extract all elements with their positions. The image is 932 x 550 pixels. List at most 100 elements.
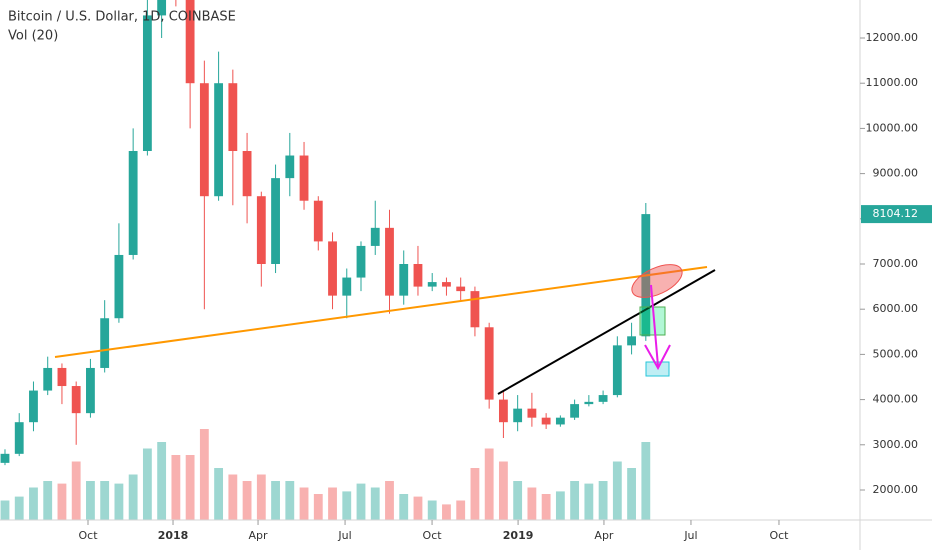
volume-bar	[57, 483, 67, 520]
volume-bar	[14, 496, 24, 520]
chart-title: Bitcoin / U.S. Dollar, 1D, COINBASE	[8, 10, 236, 25]
volume-bar	[313, 494, 323, 520]
candle-body	[527, 408, 537, 418]
volume-bar	[527, 487, 537, 520]
volume-bar	[142, 448, 152, 520]
candle-body	[584, 401, 594, 405]
x-tick-label: Oct	[423, 529, 443, 542]
y-tick-label: 5000.00	[873, 347, 919, 360]
y-tick-label: 3000.00	[873, 438, 919, 451]
candle-body	[100, 318, 110, 368]
volume-bar	[555, 491, 565, 520]
candle-body	[157, 0, 167, 16]
candle-body	[185, 0, 195, 84]
candle-body	[413, 264, 423, 287]
y-tick-label: 11000.00	[866, 76, 919, 89]
drawings	[54, 264, 716, 395]
volume-bar	[612, 461, 622, 520]
candle-body	[484, 327, 494, 400]
volume-pane	[0, 429, 651, 520]
candle-body	[43, 367, 53, 391]
volume-bar	[29, 487, 38, 520]
volume-bar	[570, 481, 580, 520]
axes: 2000.00 3000.00 4000.00 5000.00 6000.00 7000.…	[78, 31, 932, 542]
x-tick-label: Oct	[78, 529, 98, 542]
candle-body	[456, 286, 466, 292]
candle-body	[57, 367, 67, 387]
volume-bar	[242, 481, 252, 520]
candle-body	[612, 345, 622, 396]
candle-body	[513, 408, 523, 423]
candle-body	[299, 155, 309, 201]
volume-bar	[627, 468, 636, 520]
y-tick-label: 7000.00	[873, 257, 919, 270]
volume-bar	[0, 500, 10, 520]
arrow	[650, 284, 659, 367]
candle-body	[228, 83, 238, 152]
volume-bar	[470, 468, 480, 520]
candle-body	[71, 386, 81, 414]
trend-line	[54, 266, 708, 358]
last-price-box	[861, 205, 932, 224]
candle-body	[86, 367, 95, 414]
volume-bar	[584, 483, 594, 520]
volume-bar	[185, 455, 195, 520]
candle-body	[541, 417, 551, 425]
volume-bar	[114, 483, 124, 520]
volume-bar	[641, 442, 651, 520]
candle-body	[385, 227, 394, 296]
candle-body	[427, 282, 437, 287]
volume-bar	[427, 500, 437, 520]
y-tick-label: 6000.00	[873, 302, 919, 315]
candle-body	[356, 245, 366, 278]
candle-body	[328, 241, 337, 296]
volume-bar	[370, 487, 380, 520]
x-tick-label: 2019	[503, 529, 534, 542]
volume-bar	[299, 487, 309, 520]
y-tick-label: 4000.00	[873, 393, 919, 406]
x-tick-label: Jul	[337, 529, 351, 542]
candle-body	[128, 151, 138, 255]
volume-bar	[399, 494, 409, 520]
candle-body	[598, 395, 608, 402]
candle-body	[256, 196, 266, 264]
x-tick-label: Apr	[594, 529, 614, 542]
candle-body	[29, 390, 38, 423]
volume-bar	[157, 442, 167, 520]
volume-bar	[413, 496, 423, 520]
volume-bar	[71, 461, 81, 520]
volume-bar	[128, 474, 138, 520]
volume-bar	[86, 481, 95, 520]
candle-body	[498, 399, 508, 423]
candle-body	[399, 264, 409, 296]
volume-bar	[385, 481, 394, 520]
trend-line	[497, 269, 716, 395]
volume-bar	[541, 494, 551, 520]
x-tick-label: Jul	[683, 529, 697, 542]
volume-bar	[356, 483, 366, 520]
candle-body	[370, 227, 380, 246]
volume-bar	[285, 481, 295, 520]
candle-body	[142, 15, 152, 152]
arrow-head	[644, 344, 671, 371]
volume-bar	[271, 481, 280, 520]
candle-body	[0, 453, 10, 463]
y-tick-label: 12000.00	[866, 31, 919, 44]
last-price-label: 8104.12	[873, 207, 919, 220]
highlight-ellipse	[631, 264, 683, 298]
volume-bar	[43, 481, 53, 520]
candle-body	[285, 155, 295, 179]
candle-body	[199, 83, 209, 197]
volume-bar	[513, 481, 523, 520]
x-tick-label: 2018	[158, 529, 189, 542]
y-tick-label: 2000.00	[873, 483, 919, 496]
volume-bar	[199, 429, 209, 520]
volume-bar	[342, 491, 352, 520]
volume-bar	[598, 481, 608, 520]
volume-bar	[498, 461, 508, 520]
volume-bar	[484, 448, 494, 520]
chart-subtitle: Vol (20)	[8, 29, 58, 44]
y-tick-label: 10000.00	[866, 121, 919, 134]
candle-body	[342, 277, 352, 296]
